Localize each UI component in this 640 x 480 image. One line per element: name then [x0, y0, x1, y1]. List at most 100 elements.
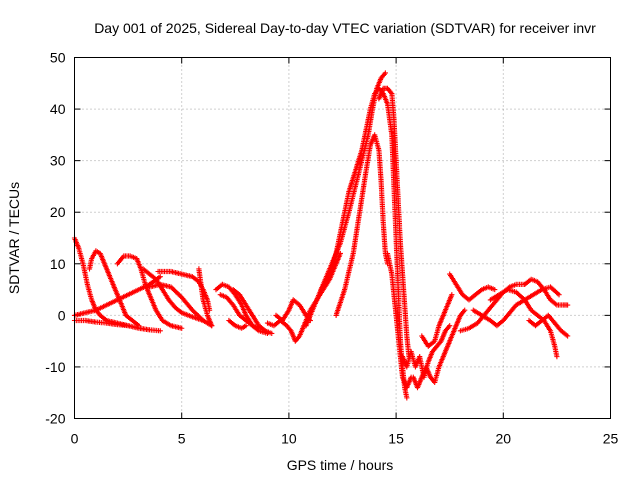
data-marker-segment [249, 323, 260, 331]
y-tick-label: 10 [50, 256, 66, 272]
data-marker-segment [453, 314, 463, 329]
series-arc-9 [196, 266, 215, 329]
data-marker-segment [522, 277, 533, 287]
data-marker-segment [292, 334, 302, 344]
data-marker-segment [391, 183, 399, 239]
series-arc-24 [447, 271, 498, 303]
series-arc-13 [230, 287, 275, 337]
data-marker-segment [89, 249, 98, 262]
data-marker [243, 323, 249, 329]
y-tick-label: 30 [50, 153, 66, 169]
data-marker [447, 323, 453, 329]
data-marker-segment [146, 292, 158, 312]
x-tick-label: 0 [71, 431, 79, 447]
data-marker-segment [532, 318, 544, 329]
x-tick-label: 20 [496, 431, 512, 447]
data-marker-segment [106, 271, 116, 286]
x-axis-label: GPS time / hours [287, 457, 394, 473]
data-marker-segment [101, 261, 111, 276]
data-marker-segment [393, 312, 401, 337]
data-marker-segment [500, 311, 512, 324]
data-marker-segment [89, 297, 98, 312]
data-marker-segment [391, 292, 399, 317]
data-marker-segment [153, 307, 165, 322]
data-marker-segment [363, 108, 373, 133]
data-marker-segment [303, 304, 317, 329]
data-marker-segment [402, 302, 410, 337]
data-marker-segment [327, 252, 339, 277]
data-marker-segment [93, 248, 102, 256]
data-marker-segment [127, 253, 138, 261]
data-marker-segment [168, 268, 183, 277]
data-marker-segment [76, 245, 86, 265]
data-marker [404, 395, 410, 401]
data-marker-segment [226, 317, 237, 328]
data-marker-segment [80, 261, 90, 286]
data-marker-segment [146, 327, 162, 334]
data-marker-segment [346, 169, 358, 195]
data-marker-segment [93, 319, 108, 326]
data-marker-segment [487, 293, 501, 303]
data-marker-segment [384, 85, 394, 95]
series-arc-20 [384, 250, 414, 391]
data-marker-segment [82, 308, 97, 316]
data-marker [157, 328, 163, 334]
data-marker-segment [318, 273, 332, 293]
series-arc-12 [226, 317, 249, 331]
data-marker-segment [189, 274, 201, 284]
data-marker-segment [86, 257, 94, 272]
data-marker-segment [213, 282, 224, 293]
series-arc-27 [487, 287, 560, 360]
data-marker-segment [114, 292, 124, 307]
data-marker-segment [290, 297, 301, 307]
data-marker-segment [380, 219, 388, 255]
data-marker-segment [189, 307, 205, 322]
data-marker-segment [425, 339, 436, 349]
data-marker-segment [541, 287, 553, 301]
data-marker-segment [237, 312, 248, 323]
data-marker-segment [436, 314, 446, 329]
data-marker-segment [494, 318, 505, 329]
data-marker [462, 307, 468, 313]
x-tick-label: 5 [178, 431, 186, 447]
data-marker-segment [297, 302, 308, 317]
series-arc-28 [522, 276, 571, 308]
data-marker-segment [485, 284, 496, 292]
data-marker-segment [425, 350, 435, 365]
data-series [71, 70, 571, 401]
series-arc-11 [217, 292, 262, 331]
data-marker-segment [472, 288, 484, 298]
data-marker-segment [352, 159, 364, 189]
data-marker-segment [262, 328, 273, 336]
data-marker-segment [198, 281, 206, 301]
data-marker [157, 274, 163, 280]
data-marker-segment [359, 128, 369, 153]
data-marker-segment [440, 345, 450, 360]
series-arc-7 [146, 281, 215, 329]
y-tick-label: 0 [58, 307, 66, 323]
data-marker-segment [528, 307, 539, 317]
data-marker-segment [449, 324, 459, 339]
data-marker-segment [552, 343, 560, 358]
data-marker-segment [535, 279, 546, 291]
series-arc-26 [470, 284, 562, 329]
data-marker-segment [232, 323, 243, 331]
data-marker-segment [71, 235, 81, 250]
data-marker-segment [496, 287, 509, 298]
data-marker-segment [393, 158, 401, 203]
data-marker-segment [224, 294, 235, 307]
data-marker-segment [217, 292, 228, 300]
data-marker-segment [466, 321, 479, 331]
series-arc-29 [526, 312, 571, 339]
x-tick-label: 10 [281, 431, 297, 447]
x-tick-label: 25 [603, 431, 619, 447]
data-marker-segment [445, 334, 454, 349]
data-marker-segment [395, 333, 403, 358]
data-marker-segment [552, 320, 563, 333]
y-tick-labels: -20 -10 0 10 20 30 40 50 [45, 50, 65, 427]
data-marker-segment [179, 310, 194, 319]
data-marker-segment [470, 307, 483, 318]
data-marker-segment [389, 271, 397, 296]
series-arc-4 [86, 248, 142, 329]
y-tick-label: -20 [45, 411, 65, 427]
